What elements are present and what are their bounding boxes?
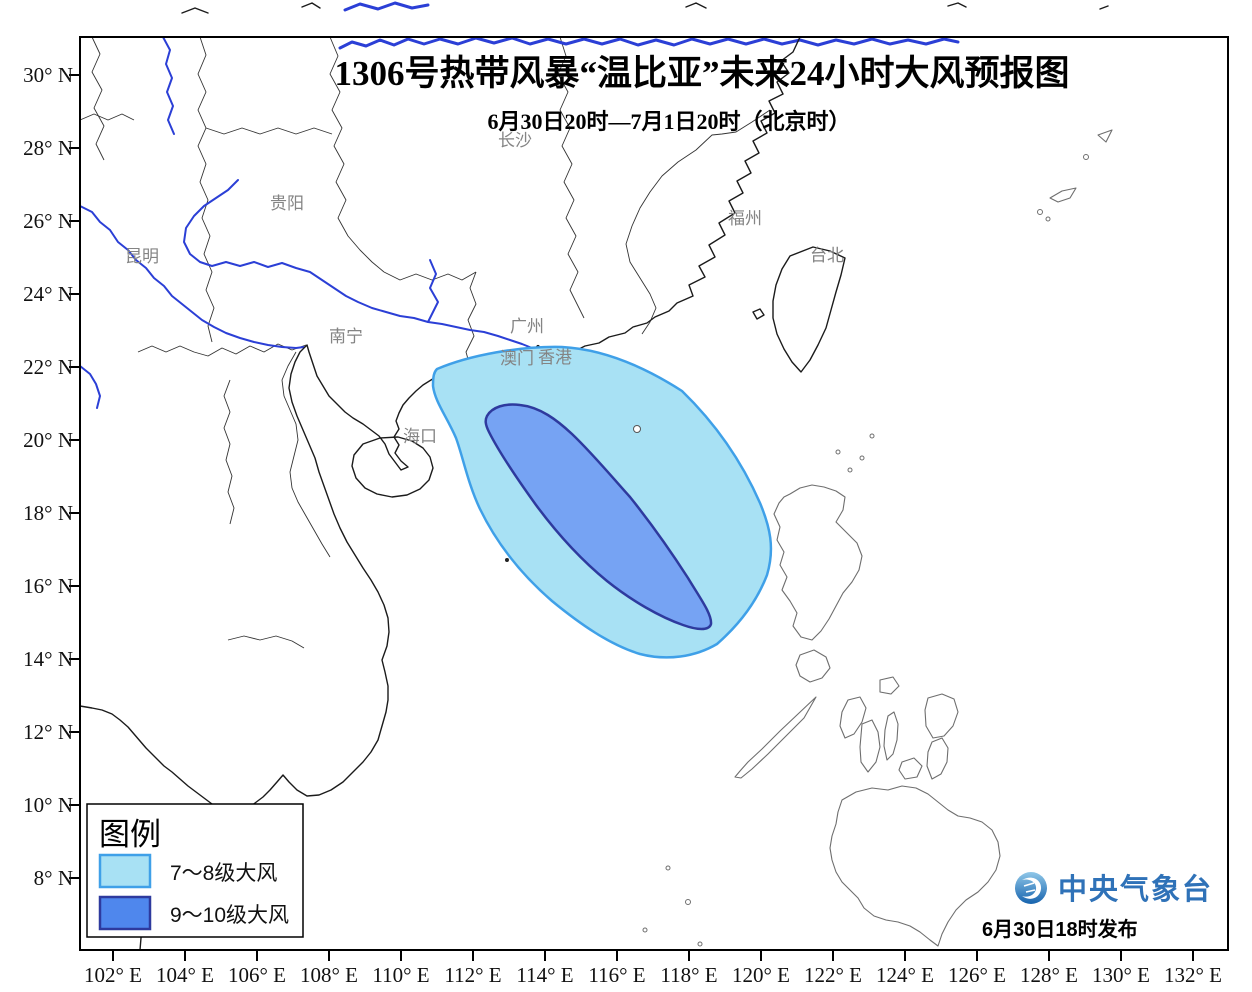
lon-label: 120° E <box>732 963 790 987</box>
lat-label: 22° N <box>23 355 73 379</box>
lon-label: 130° E <box>1092 963 1150 987</box>
city-label-changsha: 长沙 <box>498 131 532 150</box>
island-penghu <box>752 308 765 320</box>
legend-swatch-7-8 <box>98 853 152 889</box>
island-mindoro <box>795 649 831 683</box>
lon-label: 122° E <box>804 963 862 987</box>
island-xisha <box>505 558 509 562</box>
coastline-china-vietnam <box>139 36 801 951</box>
legend-swatch-9-10 <box>98 895 152 931</box>
city-label-hongkong: 香港 <box>538 348 572 367</box>
lat-label: 12° N <box>23 720 73 744</box>
lon-label: 104° E <box>156 963 214 987</box>
island-bohol <box>898 757 923 780</box>
islands-ryukyu <box>1037 129 1113 222</box>
island-taiwan <box>772 246 846 373</box>
lat-label: 8° N <box>34 866 73 890</box>
legend-label-7-8: 7～8级大风 <box>170 862 277 885</box>
storm-gale-areas <box>431 345 773 659</box>
lon-label: 128° E <box>1020 963 1078 987</box>
rivers <box>79 36 960 409</box>
lon-label: 102° E <box>84 963 142 987</box>
island-hainan <box>351 436 434 498</box>
lat-label: 20° N <box>23 428 73 452</box>
island-leyte <box>926 737 949 780</box>
legend-label-9-10: 9～10级大风 <box>170 904 289 927</box>
map-frame <box>69 36 1229 961</box>
lat-label: 18° N <box>23 501 73 525</box>
lat-label: 14° N <box>23 647 73 671</box>
legend: 图例 7～8级大风 9～10级大风 <box>86 803 304 938</box>
river-red <box>79 205 305 349</box>
island-negros <box>859 719 881 773</box>
longitude-ticks <box>112 950 1194 961</box>
island-luzon <box>773 484 863 641</box>
island-mindanao <box>829 785 1001 947</box>
island-dongsha <box>633 425 641 433</box>
island-cebu <box>883 711 899 761</box>
city-labels: 长沙 贵阳 昆明 南宁 广州 澳门 香港 福州 台北 海口 <box>125 131 844 446</box>
city-label-kunming: 昆明 <box>125 247 159 266</box>
lon-label: 124° E <box>876 963 934 987</box>
latitude-ticks <box>69 74 80 879</box>
philippines-islands <box>642 129 1113 947</box>
island-masbate <box>879 676 900 695</box>
lon-label: 106° E <box>228 963 286 987</box>
river-pearl-branch <box>427 259 439 323</box>
city-label-guangzhou: 广州 <box>510 317 544 336</box>
city-label-taipei: 台北 <box>810 246 844 265</box>
org-name: 中央气象台 <box>1058 872 1213 906</box>
gale-area-9-10 <box>484 403 713 631</box>
legend-title: 图例 <box>99 817 161 852</box>
lon-label: 116° E <box>588 963 645 987</box>
lon-label: 118° E <box>660 963 717 987</box>
lon-label: 112° E <box>444 963 501 987</box>
latitude-axis-labels: 30° N 28° N 26° N 24° N 22° N 20° N 18° … <box>23 63 73 890</box>
river-mekong <box>79 365 101 409</box>
river-yangtze <box>338 36 960 50</box>
lat-label: 26° N <box>23 209 73 233</box>
lat-label: 16° N <box>23 574 73 598</box>
lon-label: 132° E <box>1164 963 1222 987</box>
issued-time: 6月30日18时发布 <box>982 917 1138 941</box>
lon-label: 110° E <box>372 963 429 987</box>
island-samar <box>924 693 959 739</box>
title-block: 1306号热带风暴“温比亚”未来24小时大风预报图 6月30日20时—7月1日2… <box>334 54 1069 134</box>
lat-label: 10° N <box>23 793 73 817</box>
lon-label: 114° E <box>516 963 573 987</box>
island-panay <box>839 696 867 739</box>
islands-sulu <box>642 865 703 947</box>
outside-frame-decorations <box>181 1 1109 14</box>
city-label-haikou: 海口 <box>403 427 437 446</box>
page-subtitle: 6月30日20时—7月1日20时（北京时） <box>487 109 850 134</box>
lat-label: 24° N <box>23 282 73 306</box>
province-boundaries <box>79 36 771 649</box>
river-pearl <box>183 179 533 349</box>
longitude-axis-labels: 102° E 104° E 106° E 108° E 110° E 112° … <box>84 963 1222 987</box>
lon-label: 108° E <box>300 963 358 987</box>
cma-logo <box>1015 872 1047 904</box>
island-palawan <box>734 696 817 779</box>
lat-label: 28° N <box>23 136 73 160</box>
city-label-guiyang: 贵阳 <box>270 194 304 213</box>
branding: 中央气象台 6月30日18时发布 <box>982 872 1213 941</box>
city-label-fuzhou: 福州 <box>728 209 762 228</box>
city-label-nanning: 南宁 <box>329 327 363 346</box>
islands-babuyan-batanes <box>835 433 875 473</box>
lat-label: 30° N <box>23 63 73 87</box>
lon-label: 126° E <box>948 963 1006 987</box>
page-title: 1306号热带风暴“温比亚”未来24小时大风预报图 <box>334 54 1069 93</box>
river-upper <box>162 36 175 135</box>
city-label-macau: 澳门 <box>500 349 534 368</box>
